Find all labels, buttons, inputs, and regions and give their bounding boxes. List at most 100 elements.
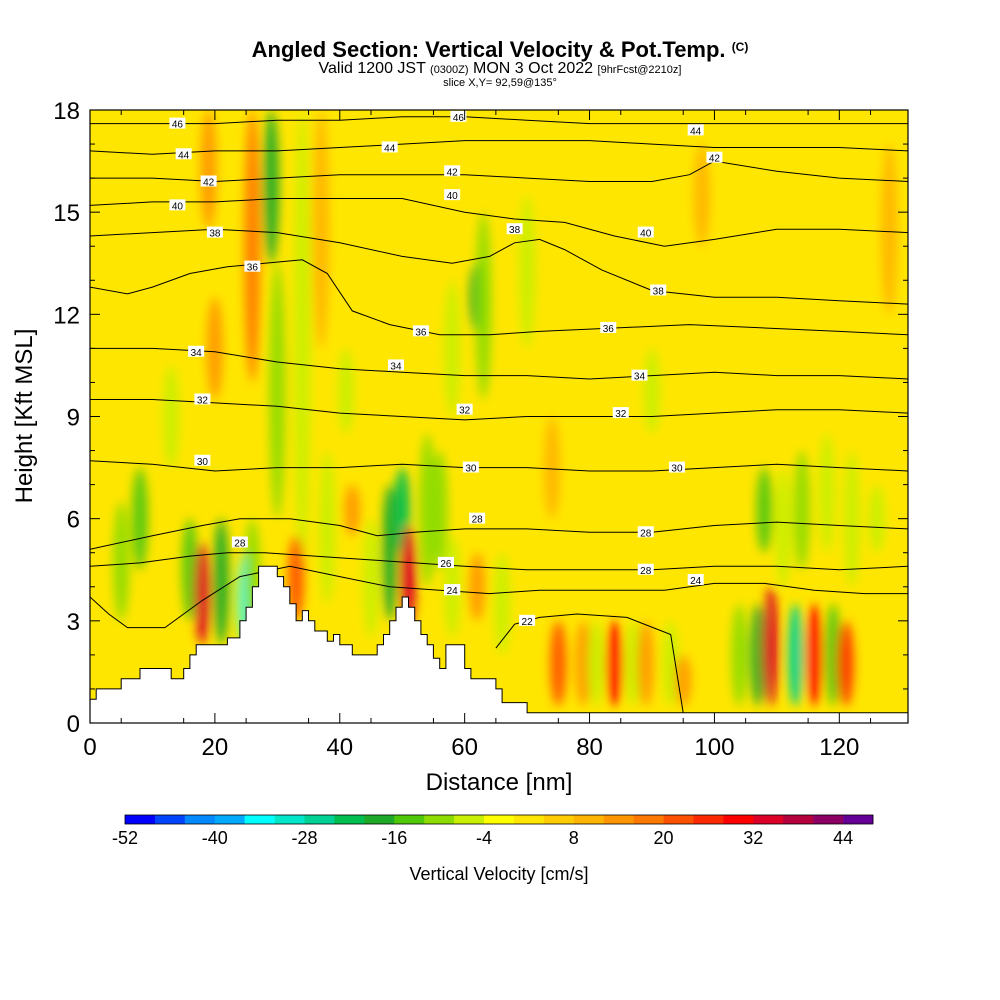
- velocity-cell: [543, 416, 561, 519]
- x-axis-label: Distance [nm]: [426, 769, 573, 796]
- velocity-cell: [181, 518, 199, 621]
- isentrope-label: 38: [509, 225, 521, 236]
- isentrope-line: [90, 116, 908, 125]
- y-tick-label: 15: [53, 200, 80, 227]
- y-tick-label: 0: [67, 711, 80, 738]
- isentrope-label: 34: [191, 348, 203, 359]
- colorbar: -52 -40 -28 -16 -4 8 20 32 44: [112, 814, 874, 848]
- isentrope-line: [90, 228, 908, 305]
- colorbar-segment: [693, 815, 724, 824]
- velocity-cell: [475, 212, 492, 400]
- velocity-cell: [793, 450, 810, 570]
- colorbar-tick-label: -52: [112, 828, 138, 848]
- isentrope-label-bg: [469, 512, 486, 524]
- y-tick-label: 12: [53, 302, 80, 329]
- isentrope-label: 36: [415, 327, 427, 338]
- isentrope-labels: 2224262830323436384042444626242828282430…: [169, 110, 723, 628]
- isentrope-label-bg: [412, 325, 429, 337]
- velocity-cell: [675, 654, 692, 706]
- isentrope-label: 34: [390, 361, 402, 372]
- x-tick-label: 120: [819, 734, 859, 761]
- isentrope-label: 40: [640, 229, 652, 240]
- isentrope-label: 32: [615, 409, 627, 420]
- isentrope-label: 28: [640, 528, 652, 539]
- isentrope-label: 42: [709, 154, 721, 165]
- colorbar-segment: [783, 815, 814, 824]
- velocity-cell: [643, 348, 661, 434]
- x-tick-label: 60: [451, 734, 478, 761]
- isentrope-label-bg: [637, 226, 654, 238]
- isentrope-label: 28: [234, 539, 246, 550]
- isentrope-label: 26: [440, 559, 452, 570]
- velocity-cell: [344, 484, 361, 536]
- chart-subtitle: Valid 1200 JST (0300Z) MON 3 Oct 2022 [9…: [318, 60, 682, 77]
- isentrope-label-bg: [175, 148, 192, 160]
- isentrope-line: [495, 613, 684, 713]
- colorbar-segment: [723, 815, 754, 824]
- velocity-cell: [206, 297, 224, 400]
- velocity-cell: [113, 501, 130, 621]
- isentrope-label-bg: [450, 110, 467, 122]
- velocity-cell: [843, 450, 860, 587]
- slice-info: slice X,Y= 92,59@135°: [443, 77, 557, 89]
- isentrope-label-bg: [231, 536, 248, 548]
- velocity-cell: [881, 144, 898, 315]
- isentrope-label: 36: [603, 324, 615, 335]
- isentrope-line: [90, 259, 908, 336]
- isentrope-label-bg: [169, 117, 186, 129]
- colorbar-tick-label: 8: [569, 828, 579, 848]
- colorbar-tick-label: 44: [833, 828, 853, 848]
- velocity-cell: [194, 542, 211, 645]
- velocity-cell: [606, 620, 623, 706]
- y-tick-label: 3: [67, 609, 80, 636]
- isentrope-label: 36: [247, 263, 259, 274]
- velocity-cell: [550, 620, 567, 706]
- velocity-cell: [262, 110, 280, 264]
- isentrope-label: 40: [447, 191, 459, 202]
- velocity-cell: [762, 586, 779, 706]
- colorbar-tick-label: -40: [202, 828, 228, 848]
- isentrope-label: 42: [203, 178, 215, 189]
- colorbar-segment: [513, 815, 545, 824]
- y-tick-label: 6: [67, 507, 80, 534]
- y-tick-label: 18: [53, 98, 80, 125]
- isentrope-label-bg: [194, 393, 211, 405]
- isentrope-label: 42: [447, 167, 459, 178]
- velocity-cell: [337, 348, 355, 434]
- colorbar-segment: [484, 815, 515, 824]
- velocity-cell: [312, 110, 330, 349]
- chart-title: Angled Section: Vertical Velocity & Pot.…: [251, 37, 749, 62]
- colorbar-segment: [813, 815, 844, 824]
- velocity-cell: [868, 484, 885, 553]
- colorbar-segment: [364, 815, 395, 824]
- isentrope-line: [90, 565, 908, 629]
- x-tick-label: 40: [326, 734, 353, 761]
- velocity-cell: [818, 433, 835, 553]
- colorbar-segment: [543, 815, 575, 824]
- isentrope-label-bg: [668, 461, 685, 473]
- colorbar-label: Vertical Velocity [cm/s]: [409, 864, 588, 884]
- x-tick-label: 0: [83, 734, 96, 761]
- velocity-cell: [837, 620, 854, 706]
- velocity-cell: [163, 365, 180, 468]
- colorbar-segment: [334, 815, 365, 824]
- isentrope-line: [90, 347, 908, 380]
- isentrope-label-bg: [519, 614, 536, 626]
- velocity-cell: [444, 280, 461, 417]
- velocity-cell: [362, 518, 380, 638]
- isentrope-label: 32: [197, 395, 209, 406]
- isentrope-label-bg: [169, 199, 186, 211]
- isentrope-label: 30: [671, 464, 683, 475]
- velocity-cell: [731, 603, 748, 706]
- isentrope-label-bg: [444, 189, 461, 201]
- isentrope-line: [90, 198, 908, 247]
- velocity-cell: [625, 620, 642, 706]
- isentrope-label-bg: [387, 359, 404, 371]
- isentrope-label-bg: [612, 407, 629, 419]
- plot-area: 2224262830323436384042444626242828282430…: [90, 110, 908, 723]
- isentrope-label: 24: [447, 586, 459, 597]
- y-axis-label: Height [Kft MSL]: [11, 329, 38, 504]
- isentrope-label: 24: [690, 576, 702, 587]
- colorbar-segment: [843, 815, 874, 824]
